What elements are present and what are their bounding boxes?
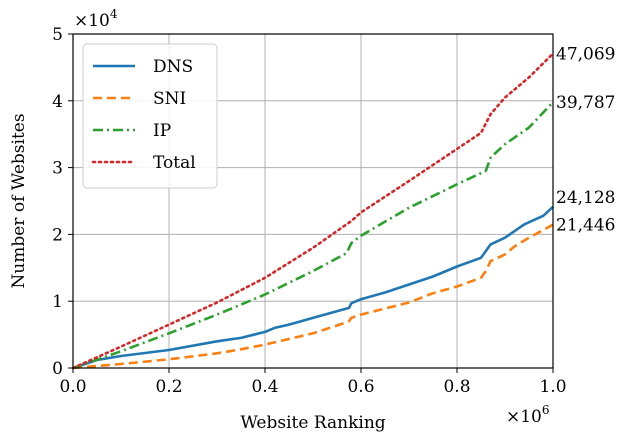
x-axis-multiplier: ×106 — [506, 403, 550, 427]
end-label-ip: 39,787 — [556, 93, 615, 113]
y-tick-label: 3 — [52, 159, 63, 179]
series-line-sni — [72, 223, 554, 370]
end-labels: 24,128 21,446 39,787 47,069 — [556, 45, 615, 236]
y-multiplier-base: ×10 — [74, 11, 110, 31]
x-tick-label: 0.0 — [59, 377, 86, 397]
end-label-sni: 21,446 — [556, 216, 615, 236]
legend-box — [82, 43, 218, 189]
x-axis-title: Website Ranking — [240, 413, 385, 433]
end-label-total: 47,069 — [556, 45, 615, 65]
x-tick-label: 0.6 — [347, 377, 374, 397]
y-tick-label: 0 — [52, 359, 63, 379]
x-tick-label: 0.4 — [251, 377, 278, 397]
legend-label-total: Total — [153, 153, 196, 173]
axis-ticks: 0.0 0.2 0.4 0.6 0.8 1.0 0 1 2 3 4 5 — [52, 25, 566, 397]
series-line-total — [71, 52, 555, 370]
x-multiplier-exp: 6 — [542, 403, 550, 417]
legend-label-dns: DNS — [153, 57, 193, 77]
series-lines — [71, 52, 555, 370]
legend: DNS SNI IP Total — [82, 43, 218, 189]
x-tick-label: 0.8 — [443, 377, 470, 397]
x-tick-label: 0.2 — [155, 377, 182, 397]
y-tick-label: 4 — [52, 92, 63, 112]
legend-label-sni: SNI — [153, 89, 186, 109]
end-label-dns: 24,128 — [556, 188, 615, 208]
plot-frame — [72, 33, 554, 369]
y-multiplier-exp: 4 — [110, 7, 118, 21]
y-tick-label: 1 — [52, 292, 63, 312]
series-line-dns — [72, 205, 554, 370]
legend-label-ip: IP — [153, 121, 171, 141]
y-axis-multiplier: ×104 — [74, 7, 118, 31]
y-axis-title: Number of Websites — [9, 113, 29, 288]
x-tick-label: 1.0 — [539, 377, 566, 397]
series-line-ip — [72, 101, 554, 370]
y-tick-label: 2 — [52, 225, 63, 245]
x-multiplier-base: ×10 — [506, 407, 542, 427]
y-tick-label: 5 — [52, 25, 63, 45]
